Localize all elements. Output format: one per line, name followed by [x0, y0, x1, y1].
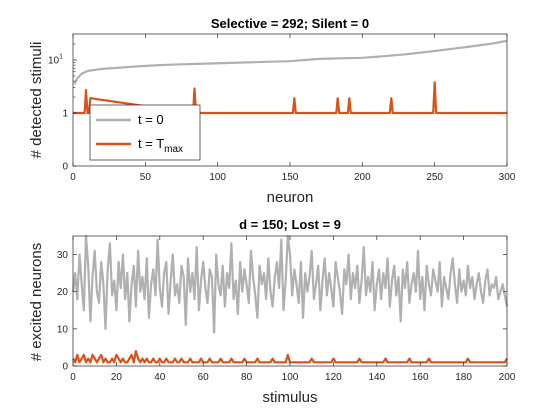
- top-chart-title: Selective = 292; Silent = 0: [211, 16, 369, 31]
- bottom-chart: d = 150; Lost = 9 0 20 40 60 80 100 120 140 160 1…: [28, 217, 516, 406]
- top-series-group: [73, 39, 508, 115]
- legend-box: [89, 104, 201, 161]
- bottom-y-axis-label: # excited neurons: [28, 243, 45, 361]
- legend-label-tmax-sub: max: [164, 144, 183, 155]
- bottom-x-axis-label: stimulus: [262, 389, 317, 406]
- bottom-x-ticks: 0 20 40 60 80 100 120 140 160 180 200: [70, 236, 516, 383]
- top-legend: t = 0 t = Tmax: [89, 104, 201, 161]
- bottom-y-tick-label: 10: [57, 324, 69, 335]
- bottom-y-tick-label: 30: [57, 250, 69, 261]
- bottom-y-tick-label: 20: [57, 287, 69, 298]
- bottom-x-tick-label: 120: [325, 372, 342, 383]
- top-y-ticks: 0 1 101: [48, 43, 77, 173]
- top-y-tick-label: 1: [62, 109, 68, 120]
- top-y-axis-label: # detected stimuli: [28, 42, 45, 159]
- top-series-line-0: [73, 39, 508, 85]
- top-y-tick-label: 101: [48, 54, 63, 67]
- top-x-axis-label: neuron: [267, 189, 314, 206]
- top-axes-box: [72, 33, 508, 167]
- bottom-x-tick-label: 140: [368, 372, 385, 383]
- bottom-x-tick-label: 180: [455, 372, 472, 383]
- legend-label-tmax-main: t = T: [138, 136, 164, 151]
- legend-label-tmax: t = Tmax: [138, 136, 183, 155]
- top-series-line-1: [73, 81, 507, 115]
- top-x-tick-label: 50: [140, 172, 152, 183]
- top-x-tick-label: 250: [426, 172, 443, 183]
- top-x-tick-label: 0: [70, 172, 76, 183]
- bottom-x-tick-label: 100: [282, 372, 299, 383]
- top-chart: Selective = 292; Silent = 0 0 50 100 150 200…: [28, 16, 516, 206]
- bottom-chart-title: d = 150; Lost = 9: [239, 217, 341, 232]
- bottom-x-tick-label: 20: [111, 372, 123, 383]
- top-x-tick-label: 300: [499, 172, 516, 183]
- bottom-x-tick-label: 200: [499, 372, 516, 383]
- top-x-tick-label: 100: [209, 172, 226, 183]
- legend-label-t0: t = 0: [138, 112, 164, 127]
- bottom-x-tick-label: 40: [154, 372, 166, 383]
- top-x-tick-label: 200: [354, 172, 371, 183]
- bottom-axes-box: [72, 235, 508, 367]
- bottom-x-tick-label: 80: [241, 372, 253, 383]
- bottom-x-tick-label: 160: [412, 372, 429, 383]
- bottom-y-tick-label: 0: [62, 362, 68, 373]
- bottom-x-tick-label: 0: [70, 372, 76, 383]
- bottom-series-line-0: [71, 234, 509, 334]
- top-x-tick-label: 150: [282, 172, 299, 183]
- top-y-tick-label: 0: [62, 162, 68, 173]
- bottom-x-tick-label: 60: [198, 372, 210, 383]
